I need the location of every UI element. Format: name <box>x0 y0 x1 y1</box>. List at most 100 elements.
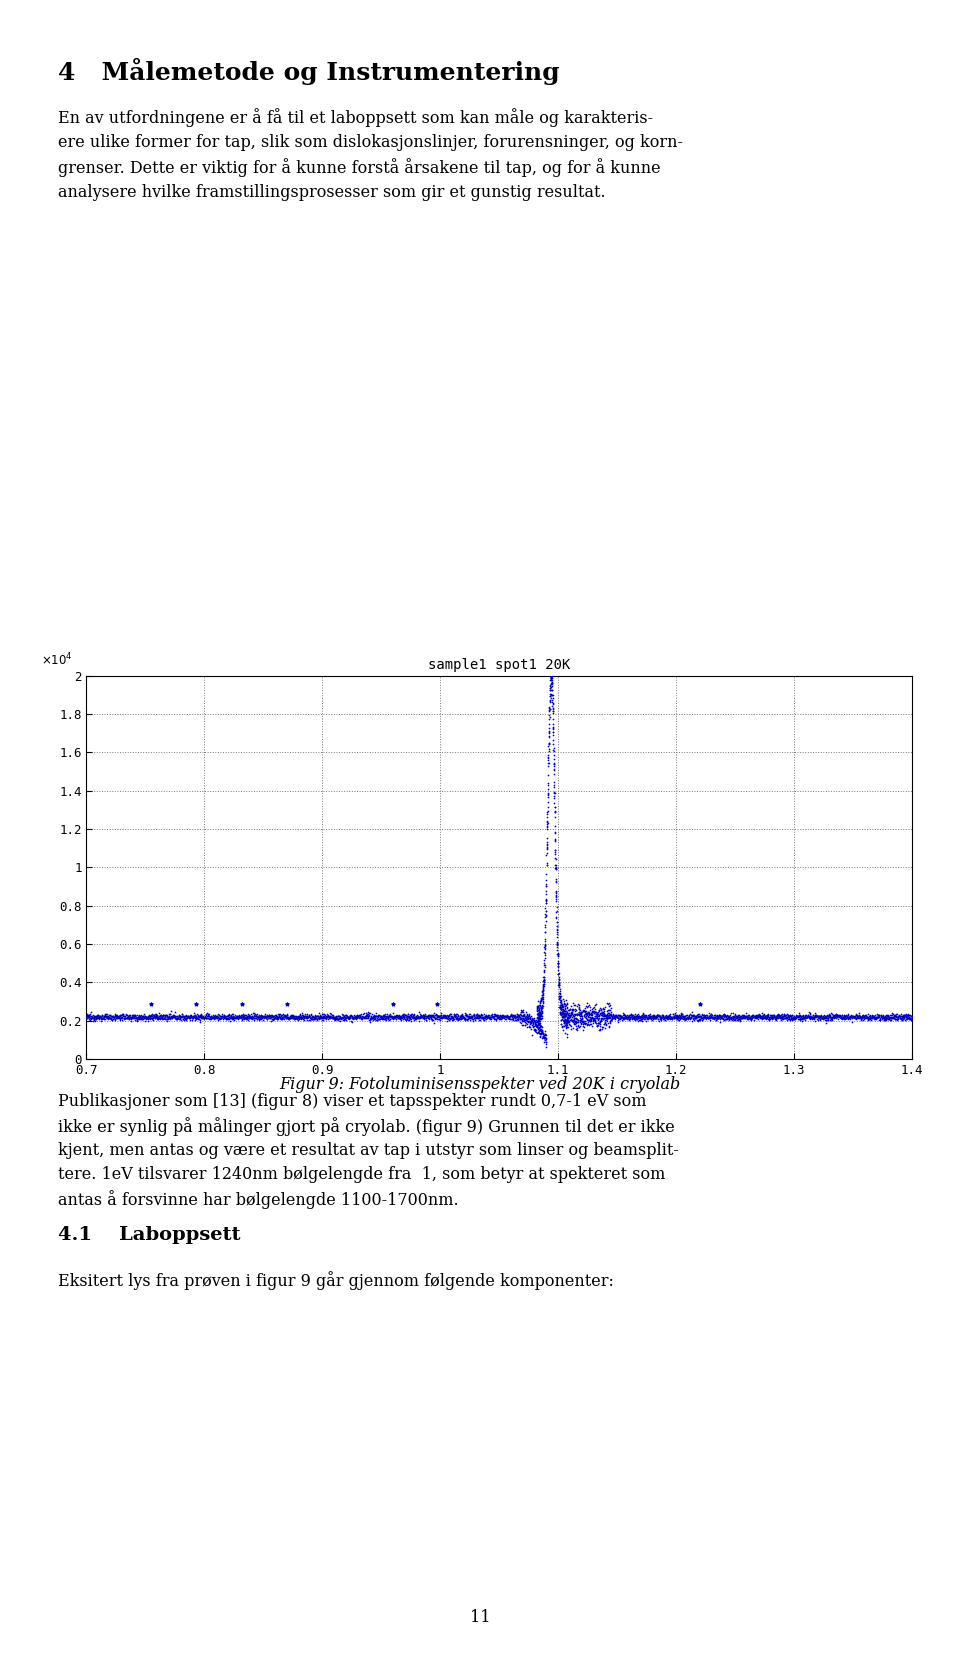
Point <box>118 1004 133 1031</box>
Point <box>749 1004 764 1031</box>
Point <box>490 1001 505 1027</box>
Point <box>738 1002 754 1029</box>
Point <box>814 1004 829 1031</box>
Point <box>588 1009 603 1036</box>
Point <box>258 1004 274 1031</box>
Point <box>762 1004 778 1031</box>
Point <box>495 1004 511 1031</box>
Point <box>451 1004 467 1031</box>
Point <box>348 1006 364 1032</box>
Point <box>850 1002 865 1029</box>
Point <box>734 1004 750 1031</box>
Point <box>528 1006 543 1032</box>
Point <box>217 1001 232 1027</box>
Point <box>367 1001 382 1027</box>
Point <box>200 1002 215 1029</box>
Point <box>115 1001 131 1027</box>
Point <box>558 1001 573 1027</box>
Point <box>506 1006 521 1032</box>
Point <box>880 1002 896 1029</box>
Point <box>486 1004 501 1031</box>
Point <box>506 1004 521 1031</box>
Point <box>135 1002 151 1029</box>
Point <box>712 1004 728 1031</box>
Point <box>539 889 554 916</box>
Point <box>538 919 553 946</box>
Point <box>300 1004 316 1031</box>
Point <box>814 1004 829 1031</box>
Point <box>527 1004 542 1031</box>
Point <box>537 971 552 997</box>
Point <box>211 1006 227 1032</box>
Point <box>152 1002 167 1029</box>
Point <box>704 1002 719 1029</box>
Point <box>862 1002 877 1029</box>
Point <box>149 1006 164 1032</box>
Point <box>98 1002 113 1029</box>
Point <box>117 1002 132 1029</box>
Point <box>170 1004 185 1031</box>
Point <box>352 1002 368 1029</box>
Point <box>862 1002 877 1029</box>
Point <box>157 1006 173 1032</box>
Point <box>509 1006 524 1032</box>
Point <box>794 1002 809 1029</box>
Point <box>331 1006 347 1032</box>
Point <box>346 1002 361 1029</box>
Point <box>903 1006 919 1032</box>
Point <box>532 1001 547 1027</box>
Point <box>118 1006 133 1032</box>
Point <box>750 1002 765 1029</box>
Point <box>495 1001 511 1027</box>
Point <box>302 1004 318 1031</box>
Point <box>541 694 557 721</box>
Point <box>475 1006 491 1032</box>
Point <box>514 1006 529 1032</box>
Point <box>876 1004 892 1031</box>
Point <box>827 1002 842 1029</box>
Point <box>806 1002 822 1029</box>
Point <box>140 1004 156 1031</box>
Point <box>703 1004 718 1031</box>
Point <box>780 1002 796 1029</box>
Point <box>773 1004 788 1031</box>
Point <box>536 972 551 999</box>
Point <box>109 1004 125 1031</box>
Point <box>790 1004 805 1031</box>
Point <box>98 1002 113 1029</box>
Point <box>120 1002 135 1029</box>
Point <box>809 1002 825 1029</box>
Point <box>393 1006 408 1032</box>
Point <box>846 1004 861 1031</box>
Point <box>436 1002 451 1029</box>
Point <box>122 1006 137 1032</box>
Point <box>175 1006 190 1032</box>
Point <box>475 1002 491 1029</box>
Point <box>707 1006 722 1032</box>
Point <box>897 1001 912 1027</box>
Point <box>422 1002 438 1029</box>
Point <box>527 1009 542 1036</box>
Point <box>410 1004 425 1031</box>
Point <box>194 1002 209 1029</box>
Point <box>602 999 617 1026</box>
Point <box>555 986 570 1012</box>
Point <box>714 1002 730 1029</box>
Point <box>744 1004 759 1031</box>
Point <box>235 1002 251 1029</box>
Point <box>750 1004 765 1031</box>
Point <box>378 1004 394 1031</box>
Point <box>289 1002 304 1029</box>
Point <box>283 1004 299 1031</box>
Point <box>850 1002 865 1029</box>
Point <box>437 1002 452 1029</box>
Point <box>534 1012 549 1039</box>
Point <box>558 1001 573 1027</box>
Point <box>532 994 547 1021</box>
Point <box>183 1002 199 1029</box>
Point <box>217 1002 232 1029</box>
Point <box>601 1009 616 1036</box>
Point <box>899 1001 914 1027</box>
Point <box>347 1004 362 1031</box>
Point <box>828 1004 843 1031</box>
